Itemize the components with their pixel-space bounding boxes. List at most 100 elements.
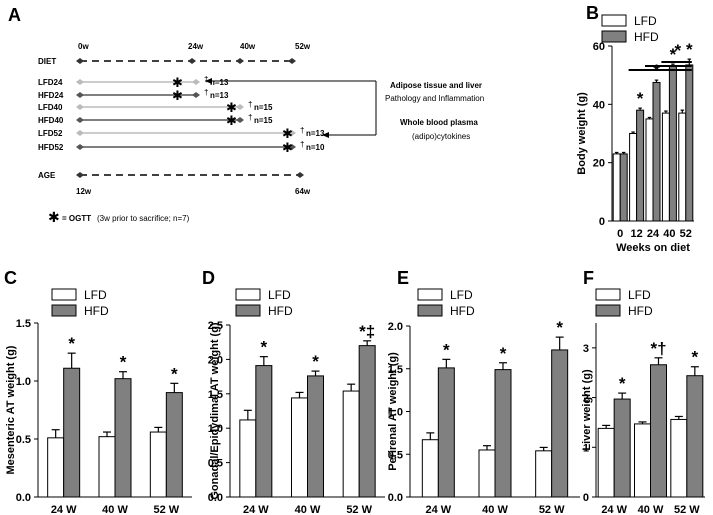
bar-lfd [478, 449, 496, 498]
dagger-mark: † [300, 126, 304, 135]
x-tick-label: 12 [630, 228, 642, 240]
adipose-subtitle: Pathology and Inflammation [385, 94, 484, 103]
y-tick-label: 0.0 [16, 492, 31, 504]
timeline-end-marker [236, 117, 244, 123]
bar-lfd [421, 439, 439, 498]
legend-label-hfd: HFD [634, 30, 659, 44]
timeline-mid-marker [236, 58, 244, 64]
plasma-arrowhead [322, 132, 329, 138]
legend-swatch-hfd [417, 304, 443, 317]
bar-hfd [613, 398, 631, 498]
legend-label-lfd: LFD [634, 14, 657, 28]
y-tick-label: 0.5 [388, 449, 403, 461]
x-tick-label: 52 W [346, 504, 372, 515]
timeline-mid-marker [188, 58, 196, 64]
bar-hfd [63, 367, 81, 498]
x-tick-label: 40 W [482, 504, 508, 515]
legend-swatch-hfd [601, 30, 627, 43]
legend: LFD HFD [595, 288, 653, 318]
x-tick-label: 52 W [674, 504, 700, 515]
dagger-mark: † [204, 88, 208, 97]
legend-swatch-lfd [51, 288, 77, 301]
legend-label-hfd: HFD [84, 304, 109, 318]
legend-label-lfd: LFD [268, 288, 291, 302]
significance-marker: * [500, 344, 507, 363]
timeline-end-marker [288, 144, 296, 150]
bar-hfd [685, 64, 694, 222]
dagger-mark: † [204, 75, 208, 84]
legend: LFD HFD [235, 288, 293, 318]
significance-marker: * [637, 89, 644, 108]
legend: LFD HFD [51, 288, 109, 318]
bar-hfd [650, 364, 667, 498]
ogtt-marker-icon: ✱ [282, 127, 293, 142]
y-tick-label: 20 [593, 158, 605, 170]
x-tick-label: 52 W [539, 504, 565, 515]
significance-marker: * [674, 41, 681, 60]
legend-label-lfd: LFD [450, 288, 473, 302]
x-tick-label: 52 W [153, 504, 179, 515]
y-axis-label: Liver weight (g) [581, 369, 593, 451]
tick-40w: 40w [240, 42, 256, 51]
timeline-end-marker [236, 104, 244, 110]
x-tick-label: 40 W [638, 504, 664, 515]
bar-hfd [686, 375, 704, 498]
timeline-start-marker [76, 92, 84, 98]
legend-label-hfd: HFD [268, 304, 293, 318]
bar-lfd [670, 418, 688, 498]
bar-hfd [652, 81, 661, 222]
timeline-row-label: HFD40 [38, 116, 64, 125]
adipose-arrowhead [205, 78, 212, 84]
panel-label-c: C [4, 268, 17, 288]
legend-label-hfd: HFD [628, 304, 653, 318]
panel-label-e: E [397, 268, 409, 288]
legend-swatch-hfd [51, 304, 77, 317]
tick-0w: 0w [78, 42, 89, 51]
bar-lfd [612, 153, 621, 222]
significance-marker: * [68, 334, 75, 353]
timeline-start-marker [76, 79, 84, 85]
timeline-row-label: DIET [38, 57, 56, 66]
chart-e: 0.0 0.5 1.0 1.5 2.0 Perirenal AT weight (g) 24… [387, 288, 580, 515]
timeline-row-label: LFD24 [38, 78, 63, 87]
y-axis-label: Mesenteric AT weight (g) [5, 345, 17, 474]
tick-24w: 24w [188, 42, 204, 51]
legend-label-hfd: HFD [450, 304, 475, 318]
bar-lfd [47, 437, 65, 498]
bar-lfd [342, 390, 360, 498]
significance-marker: * [670, 45, 677, 64]
significance-marker: * [686, 40, 693, 59]
panel-label-d: D [202, 268, 215, 288]
bar-hfd [255, 365, 273, 498]
y-tick-label: 1.5 [16, 318, 31, 330]
ogtt-marker-icon: ✱ [282, 141, 293, 156]
significance-marker: * [120, 353, 127, 372]
timeline-row-label: LFD52 [38, 129, 63, 138]
y-tick-label: 1.5 [208, 389, 223, 401]
legend: LFD HFD [601, 14, 659, 44]
y-tick-label: 0.5 [208, 458, 223, 470]
bar-lfd [645, 118, 654, 222]
x-tick-label: 40 W [102, 504, 128, 515]
dagger-mark: † [248, 113, 252, 122]
y-tick-label: 0.5 [16, 434, 31, 446]
y-tick-label: 2.0 [208, 354, 223, 366]
bar-lfd [291, 397, 308, 498]
y-tick-label: 0 [583, 492, 589, 504]
ogtt-label: = OGTT [62, 214, 91, 223]
timeline-n-label: n=10 [306, 143, 325, 152]
legend-swatch-lfd [601, 14, 627, 27]
legend-swatch-hfd [595, 304, 621, 317]
y-tick-label: 1 [583, 442, 589, 454]
timeline-end-marker [296, 172, 304, 178]
tick-52w: 52w [295, 42, 311, 51]
timeline-row-label: HFD24 [38, 91, 64, 100]
significance-marker: * [619, 374, 626, 393]
timeline-start-marker [76, 172, 84, 178]
bar-hfd [636, 109, 645, 222]
timeline-end-marker [288, 130, 296, 136]
y-tick-label: 60 [593, 41, 605, 53]
chart-c: 0.0 0.5 1.0 1.5 Mesenteric AT weight (g) 24 W… [5, 288, 192, 515]
